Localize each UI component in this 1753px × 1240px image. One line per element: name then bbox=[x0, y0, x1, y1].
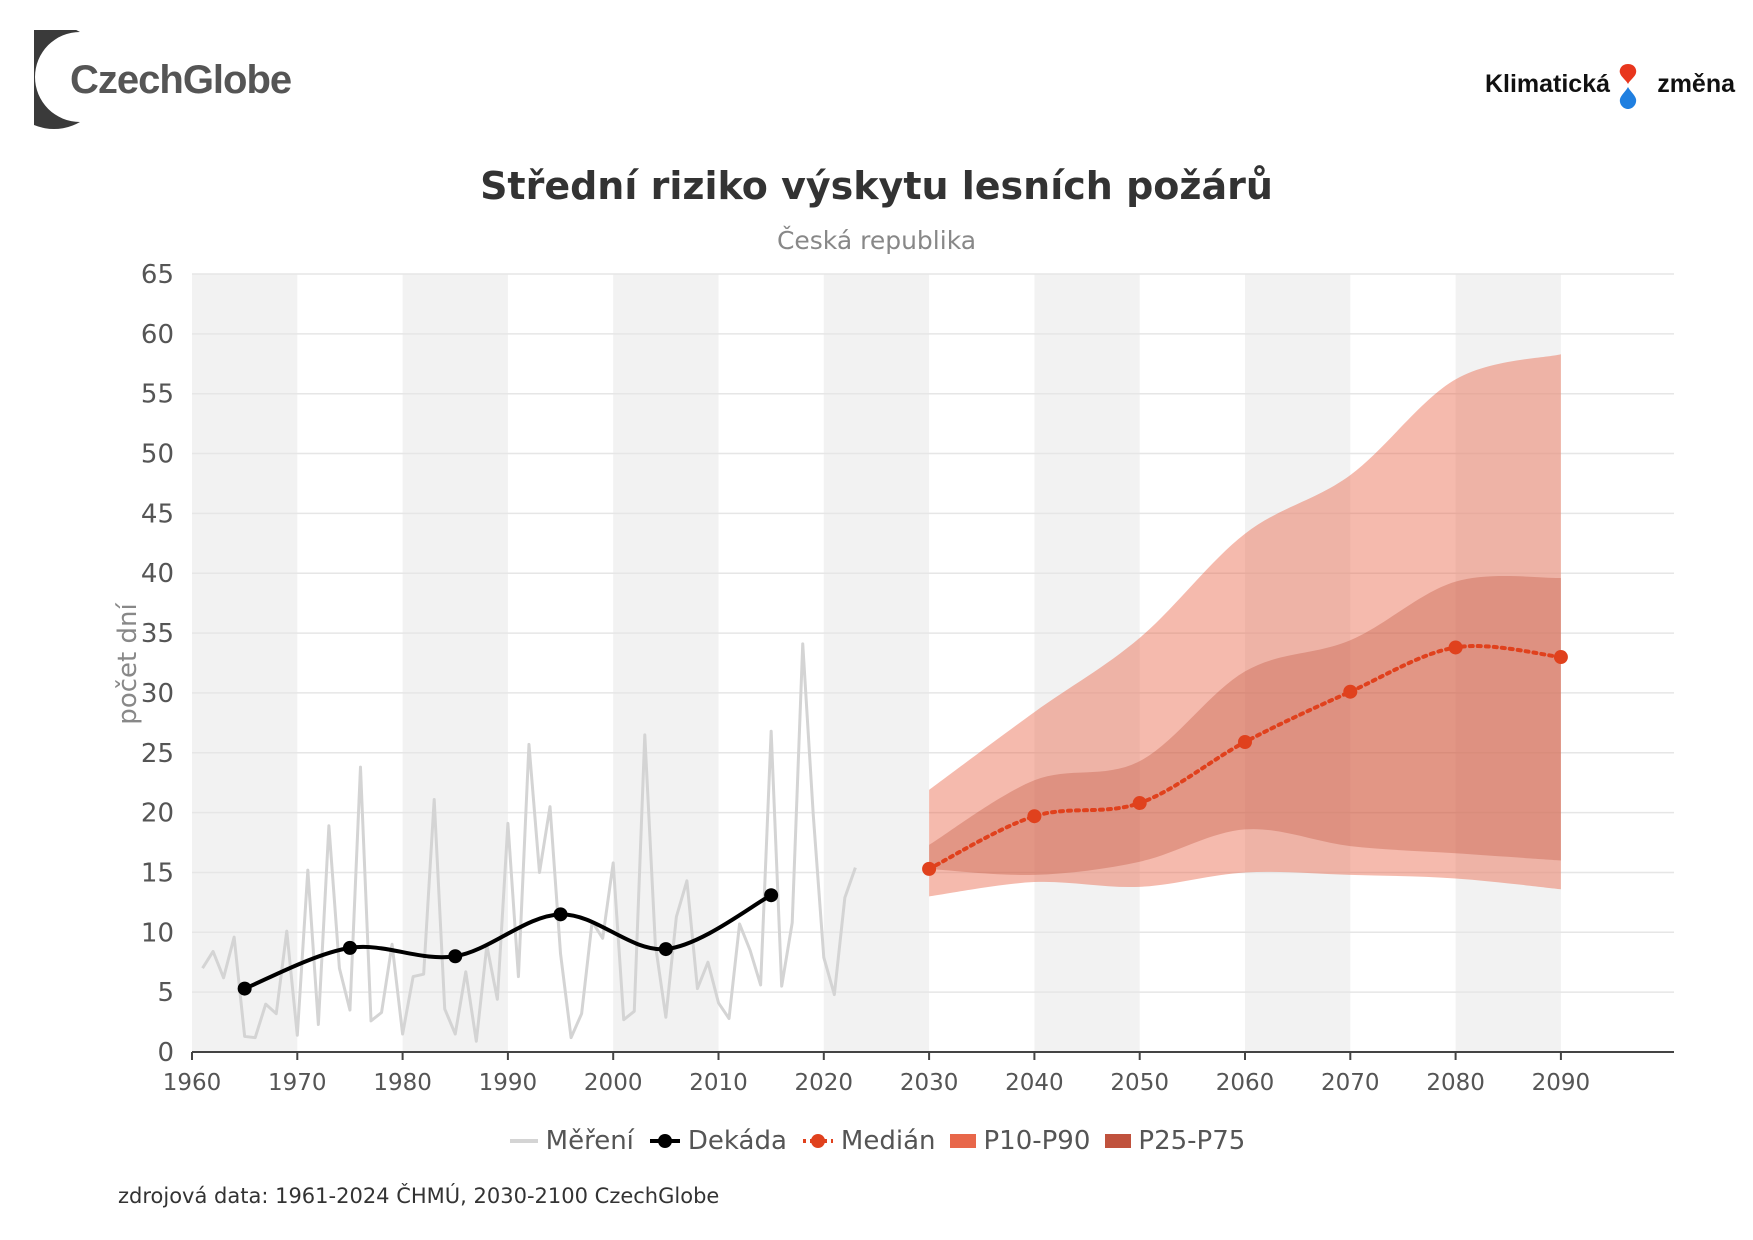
x-tick-label-2070: 2070 bbox=[1321, 1070, 1380, 1096]
point-median-2040 bbox=[1027, 809, 1042, 824]
x-tick-label-2020: 2020 bbox=[795, 1070, 854, 1096]
x-tick-label-1980: 1980 bbox=[373, 1070, 432, 1096]
x-tick-label-2040: 2040 bbox=[1005, 1070, 1064, 1096]
x-tick-label-2090: 2090 bbox=[1532, 1070, 1591, 1096]
legend-label-p25-p75: P25-P75 bbox=[1138, 1126, 1246, 1156]
stripe-1980 bbox=[402, 274, 508, 1052]
x-tick-label-2080: 2080 bbox=[1426, 1070, 1485, 1096]
x-tick-label-2030: 2030 bbox=[900, 1070, 959, 1096]
chart-subtitle: Česká republika bbox=[776, 226, 977, 255]
area-p10-p90 bbox=[929, 354, 1561, 897]
legend-label-median: Medián bbox=[840, 1126, 936, 1156]
legend-item-mereni: Měření bbox=[508, 1126, 634, 1156]
line-dekada bbox=[243, 893, 773, 991]
legend-label-dekada: Dekáda bbox=[687, 1126, 787, 1156]
y-tick-label-30: 30 bbox=[141, 679, 174, 709]
czechglobe-crescent-icon bbox=[34, 30, 80, 129]
stripe-2000 bbox=[613, 274, 719, 1052]
point-dekada-1995 bbox=[553, 907, 568, 922]
logo-word-1: Klimatická bbox=[1484, 70, 1610, 98]
x-tick-label-2050: 2050 bbox=[1110, 1070, 1169, 1096]
legend-swatch-dekada bbox=[649, 1134, 680, 1148]
line-mereni bbox=[201, 642, 857, 1043]
stripe-2040 bbox=[1034, 274, 1140, 1052]
y-tick-label-65: 65 bbox=[141, 260, 174, 290]
y-tick-label-35: 35 bbox=[141, 619, 174, 649]
chart-legend: Měření Dekáda Medián P10-P90 P25-P75 bbox=[0, 1126, 1753, 1156]
legend-item-p10-p90: P10-P90 bbox=[949, 1126, 1090, 1156]
axes bbox=[191, 1051, 1674, 1060]
legend-item-p25-p75: P25-P75 bbox=[1104, 1126, 1245, 1156]
point-median-2030 bbox=[922, 861, 937, 876]
legend-label-p10-p90: P10-P90 bbox=[983, 1126, 1091, 1156]
y-tick-label-45: 45 bbox=[141, 499, 174, 529]
legend-swatch-median bbox=[802, 1134, 833, 1148]
klimaticka-zmena-logo: Klimatická změna bbox=[1435, 64, 1735, 114]
source-note: zdrojová data: 1961-2024 ČHMÚ, 2030-2100… bbox=[118, 1184, 720, 1208]
legend-swatch-p25-p75 bbox=[1105, 1134, 1132, 1148]
y-tick-label-10: 10 bbox=[141, 918, 174, 948]
y-tick-label-55: 55 bbox=[141, 380, 174, 410]
x-tick-label-1960: 1960 bbox=[163, 1070, 222, 1096]
point-median-2060 bbox=[1238, 734, 1252, 749]
point-dekada-1975 bbox=[342, 940, 357, 955]
y-tick-label-0: 0 bbox=[157, 1038, 174, 1068]
legend-label-mereni: Měření bbox=[545, 1126, 634, 1156]
point-median-2050 bbox=[1132, 796, 1147, 811]
stripe-2060 bbox=[1245, 274, 1351, 1052]
point-dekada-2015 bbox=[764, 888, 779, 903]
tick-labels: 0 5 10 15 20 25 30 35 40 45 50 55 60 65 1960 1970 1980 19… bbox=[141, 260, 1590, 1096]
background-stripes bbox=[192, 274, 1561, 1052]
stripe-2080 bbox=[1455, 274, 1561, 1052]
y-tick-label-60: 60 bbox=[141, 320, 174, 350]
y-tick-label-40: 40 bbox=[141, 559, 174, 589]
y-axis-label: počet dní bbox=[113, 603, 143, 725]
czechglobe-logo: CzechGlobe bbox=[34, 30, 324, 140]
point-median-2080 bbox=[1448, 640, 1463, 655]
x-tick-label-2000: 2000 bbox=[584, 1070, 643, 1096]
point-median-2070 bbox=[1343, 684, 1358, 699]
point-dekada-2005 bbox=[658, 942, 673, 957]
logo-word-2: změna bbox=[1657, 70, 1735, 98]
legend-swatch-p10-p90 bbox=[950, 1134, 977, 1148]
legend-item-dekada: Dekáda bbox=[648, 1126, 787, 1156]
y-tick-label-25: 25 bbox=[141, 739, 174, 769]
legend-swatch-mereni bbox=[509, 1139, 538, 1143]
y-tick-label-20: 20 bbox=[141, 799, 174, 829]
stripe-1960 bbox=[192, 274, 298, 1052]
y-tick-label-5: 5 bbox=[157, 978, 174, 1008]
y-tick-label-15: 15 bbox=[141, 858, 174, 888]
series-lines bbox=[201, 640, 1568, 1043]
y-tick-label-50: 50 bbox=[141, 440, 174, 470]
czechglobe-wordmark: CzechGlobe bbox=[70, 58, 292, 102]
point-median-2090 bbox=[1553, 650, 1568, 665]
percentile-bands bbox=[929, 354, 1561, 897]
area-p25-p75 bbox=[929, 576, 1561, 876]
drop-icon bbox=[1619, 64, 1637, 109]
x-tick-label-2060: 2060 bbox=[1216, 1070, 1275, 1096]
point-dekada-1985 bbox=[448, 949, 463, 964]
x-tick-label-1970: 1970 bbox=[268, 1070, 327, 1096]
point-dekada-1965 bbox=[237, 981, 252, 996]
chart-title: Střední riziko výskytu lesních požárů bbox=[480, 164, 1273, 208]
x-tick-label-2010: 2010 bbox=[689, 1070, 748, 1096]
x-tick-label-1990: 1990 bbox=[479, 1070, 538, 1096]
legend-item-median: Medián bbox=[801, 1126, 936, 1156]
